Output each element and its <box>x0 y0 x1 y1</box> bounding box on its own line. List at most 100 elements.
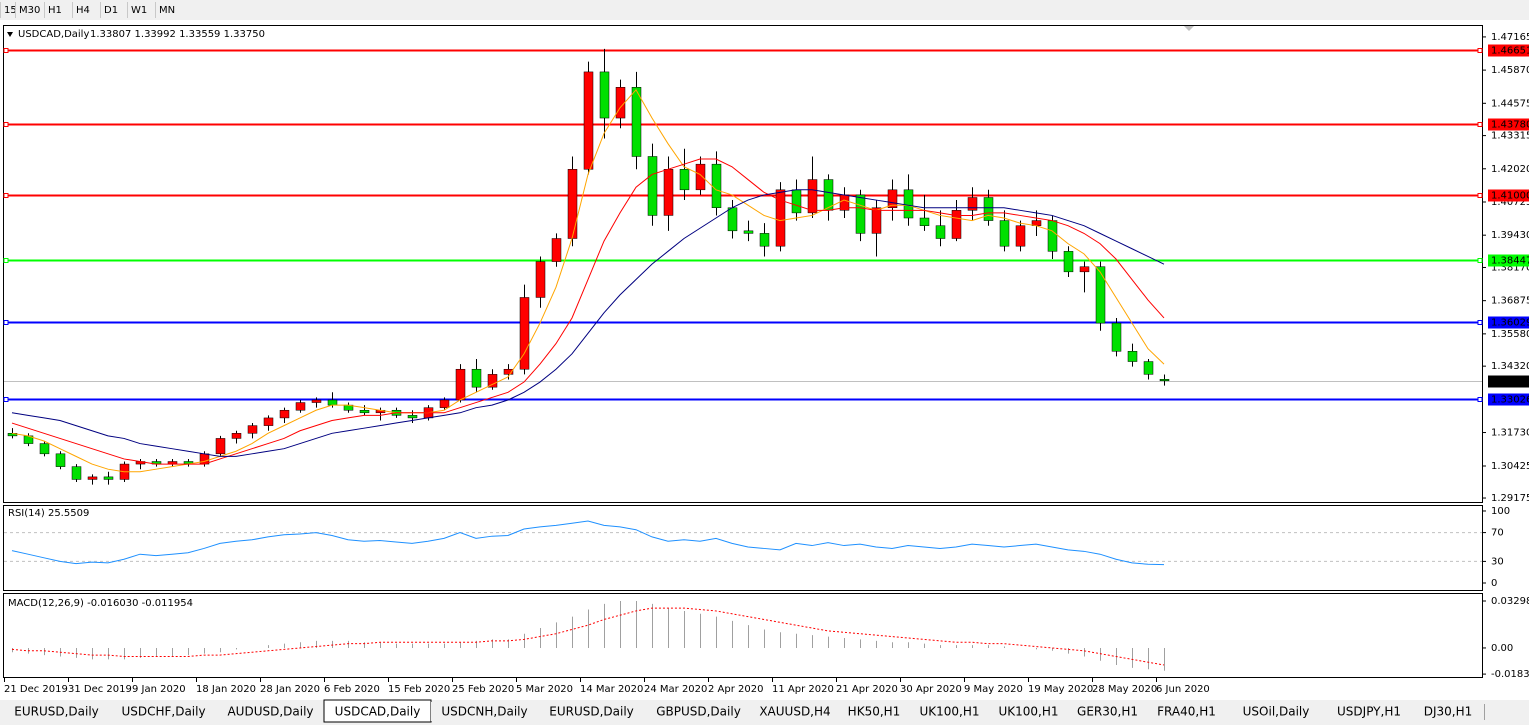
candle-body <box>1015 225 1026 247</box>
candle-body <box>503 368 514 375</box>
candle-body <box>855 194 866 234</box>
rsi-title: RSI(14) 25.5509 <box>8 508 89 519</box>
macd-signal <box>11 607 1165 666</box>
timeframe-button[interactable]: H1 <box>48 5 62 16</box>
tab-label[interactable]: HK50,H1 <box>848 705 901 719</box>
tab[interactable] <box>1226 702 1326 721</box>
level-handle <box>3 320 9 325</box>
x-tick-label: 2 Apr 2020 <box>708 684 763 695</box>
tab[interactable] <box>538 702 645 721</box>
y-tick-label: 1.35580 <box>1491 329 1529 340</box>
candle-body <box>1111 322 1122 352</box>
tab-label[interactable]: DJ30,H1 <box>1424 705 1473 719</box>
y-tick-label: 1.36875 <box>1491 296 1529 307</box>
level-price-label: 1.41000 <box>1491 191 1529 202</box>
x-tick-label: 5 Mar 2020 <box>516 684 573 695</box>
tab-label[interactable]: USDJPY,H1 <box>1337 705 1401 719</box>
shift-marker <box>1184 26 1194 31</box>
level-price-box <box>1488 316 1529 329</box>
y-tick-label: 30 <box>1491 556 1504 567</box>
tab[interactable] <box>910 702 989 721</box>
tab[interactable] <box>1412 702 1484 721</box>
tab-label[interactable]: USDCAD,Daily <box>335 705 421 719</box>
level-price-label: 1.38447 <box>1491 256 1529 267</box>
tab-label[interactable]: XAUUSD,H4 <box>759 705 830 719</box>
current-price-box <box>1488 375 1529 388</box>
candle-body <box>231 433 242 439</box>
candle-body <box>263 417 274 426</box>
tab[interactable] <box>1068 702 1147 721</box>
candle-body <box>599 71 610 119</box>
y-tick-label: 1.38170 <box>1491 262 1529 273</box>
x-tick-label: 24 Mar 2020 <box>644 684 707 695</box>
tab-label[interactable]: UK100,H1 <box>998 705 1058 719</box>
tab-label[interactable]: EURUSD,Daily <box>14 705 99 719</box>
current-price-label: 1.33750 <box>1491 377 1529 388</box>
candle-body <box>647 156 658 216</box>
tab[interactable] <box>752 702 838 721</box>
level-handle <box>1477 48 1483 53</box>
tab-label[interactable]: GER30,H1 <box>1077 705 1138 719</box>
candle-body <box>615 87 626 119</box>
tab-label[interactable]: USOil,Daily <box>1243 705 1310 719</box>
moving-average <box>11 189 1165 457</box>
tab-label[interactable]: EURUSD,Daily <box>549 705 634 719</box>
y-tick-label: 1.42020 <box>1491 164 1529 175</box>
candle-body <box>567 169 578 239</box>
tab[interactable] <box>838 702 910 721</box>
candle-body <box>455 368 466 401</box>
x-tick-label: 14 Mar 2020 <box>580 684 643 695</box>
level-price-box <box>1488 118 1529 131</box>
candle-body <box>87 476 98 480</box>
x-tick-label: 18 Jan 2020 <box>196 684 256 695</box>
tab-label[interactable]: USDCNH,Daily <box>441 705 527 719</box>
tab[interactable] <box>1326 702 1412 721</box>
candle-body <box>679 169 690 191</box>
tab[interactable] <box>1147 702 1226 721</box>
level-price-box <box>1488 254 1529 267</box>
rsi-frame <box>3 505 1483 591</box>
timeframe-button[interactable]: MN <box>159 5 175 16</box>
y-tick-label: 1.39430 <box>1491 230 1529 241</box>
candle-body <box>775 189 786 247</box>
x-tick-label: 21 Dec 2019 <box>4 684 68 695</box>
x-tick-label: 11 Apr 2020 <box>772 684 834 695</box>
tab[interactable] <box>645 702 752 721</box>
tab[interactable] <box>3 702 110 721</box>
tab-label[interactable]: GBPUSD,Daily <box>656 705 741 719</box>
tab[interactable] <box>989 702 1068 721</box>
candle-body <box>103 476 114 480</box>
level-handle <box>3 48 9 53</box>
tab-label[interactable]: FRA40,H1 <box>1157 705 1216 719</box>
timeframe-button[interactable]: D1 <box>104 5 118 16</box>
tab-label[interactable]: USDCHF,Daily <box>121 705 205 719</box>
timeframe-button[interactable]: W1 <box>131 5 147 16</box>
symbol-title: USDCAD,Daily <box>18 29 89 40</box>
x-tick-label: 15 Feb 2020 <box>388 684 450 695</box>
moving-average <box>11 88 1165 473</box>
timeframe-button[interactable]: 15 <box>4 5 17 16</box>
tab[interactable] <box>217 702 324 721</box>
y-tick-label: 0.00 <box>1491 643 1513 654</box>
candle-body <box>743 230 754 234</box>
candle-body <box>791 189 802 214</box>
y-tick-label: -0.01836 <box>1491 669 1529 680</box>
macd-title: MACD(12,26,9) -0.016030 -0.011954 <box>8 598 193 609</box>
tab[interactable] <box>431 702 538 721</box>
candle-body <box>871 207 882 234</box>
timeframe-button[interactable]: M30 <box>19 5 40 16</box>
tab-label[interactable]: UK100,H1 <box>919 705 979 719</box>
timeframe-button[interactable]: H4 <box>76 5 90 16</box>
candle-body <box>967 197 978 211</box>
x-tick-label: 9 May 2020 <box>964 684 1023 695</box>
x-tick-label: 19 May 2020 <box>1028 684 1093 695</box>
tab-label[interactable]: AUDUSD,Daily <box>227 705 313 719</box>
y-tick-label: 1.34320 <box>1491 361 1529 372</box>
candle-body <box>407 415 418 419</box>
candle-body <box>327 399 338 406</box>
tab[interactable] <box>110 702 217 721</box>
level-price-box <box>1488 189 1529 202</box>
candle-body <box>759 233 770 247</box>
x-tick-label: 28 May 2020 <box>1092 684 1157 695</box>
